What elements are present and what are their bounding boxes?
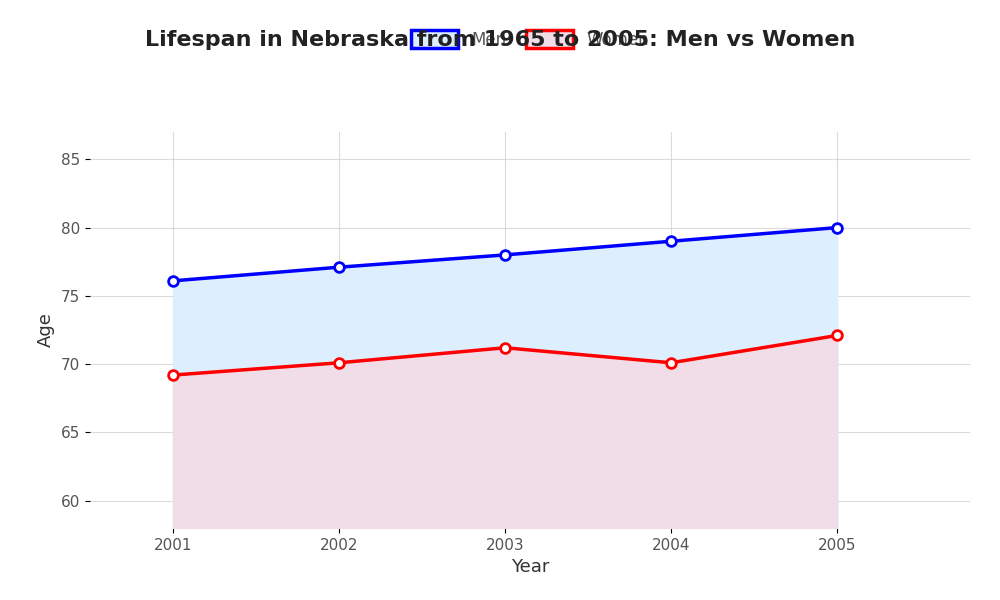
Legend: Men, Women: Men, Women: [403, 22, 657, 57]
Text: Lifespan in Nebraska from 1965 to 2005: Men vs Women: Lifespan in Nebraska from 1965 to 2005: …: [145, 30, 855, 50]
Y-axis label: Age: Age: [37, 313, 55, 347]
X-axis label: Year: Year: [511, 558, 549, 576]
